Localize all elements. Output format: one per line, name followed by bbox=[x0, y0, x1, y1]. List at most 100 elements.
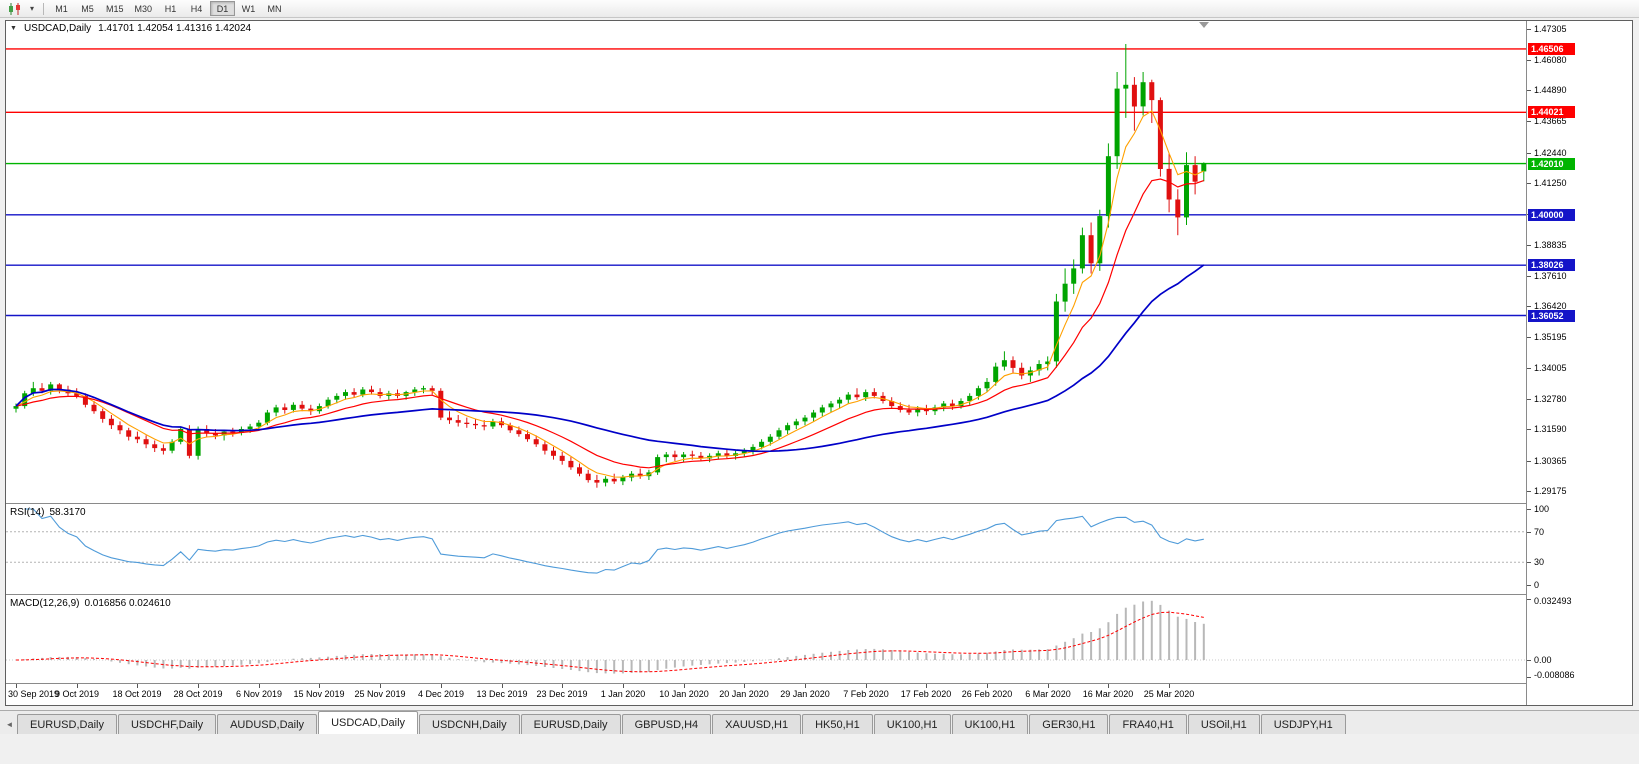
tick-mark bbox=[1527, 245, 1531, 246]
time-label: 30 Sep 2019 bbox=[8, 689, 60, 699]
time-label: 29 Jan 2020 bbox=[780, 689, 830, 699]
chart-tab-fra40-h1[interactable]: FRA40,H1 bbox=[1109, 714, 1187, 734]
chart-tab-usdcad-daily[interactable]: USDCAD,Daily bbox=[318, 711, 419, 734]
time-label: 15 Nov 2019 bbox=[293, 689, 345, 699]
timeframe-button-d1[interactable]: D1 bbox=[210, 1, 236, 16]
time-label: 20 Jan 2020 bbox=[719, 689, 769, 699]
ma-mid-line bbox=[15, 178, 1204, 469]
scale-label: 1.34005 bbox=[1534, 363, 1567, 373]
chart-tab-usoil-h1[interactable]: USOil,H1 bbox=[1187, 714, 1260, 734]
macd-values: 0.016856 0.024610 bbox=[84, 598, 171, 609]
scale-label: 1.35195 bbox=[1534, 332, 1567, 342]
time-tick bbox=[77, 684, 78, 688]
time-label: 17 Feb 2020 bbox=[900, 689, 952, 699]
collapse-icon[interactable]: ▼ bbox=[10, 25, 17, 32]
chart-tab-xauusd-h1[interactable]: XAUUSD,H1 bbox=[712, 714, 802, 734]
scale-label: 1.42440 bbox=[1534, 148, 1567, 158]
chart-tab-hk50-h1[interactable]: HK50,H1 bbox=[802, 714, 873, 734]
ma-fast-line bbox=[15, 110, 1205, 478]
scale-label: 1.46080 bbox=[1534, 55, 1567, 65]
rsi-label: RSI(14) 58.3170 bbox=[10, 507, 91, 518]
tab-scroll-left[interactable]: ◄ bbox=[2, 715, 17, 734]
tick-mark bbox=[1527, 429, 1531, 430]
time-label: 9 Oct 2019 bbox=[54, 689, 100, 699]
tick-mark bbox=[1527, 461, 1531, 462]
scale-label: 1.36420 bbox=[1534, 301, 1567, 311]
time-tick bbox=[198, 684, 199, 688]
price-chart-pane[interactable] bbox=[6, 21, 1526, 503]
timeframe-button-h1[interactable]: H1 bbox=[164, 3, 177, 14]
chevron-down-icon: ▾ bbox=[30, 3, 35, 13]
time-tick bbox=[684, 684, 685, 688]
chart-tab-ger30-h1[interactable]: GER30,H1 bbox=[1029, 714, 1109, 734]
horizontal-levels bbox=[6, 48, 1526, 317]
chart-tab-usdchf-daily[interactable]: USDCHF,Daily bbox=[117, 714, 217, 734]
rsi-indicator-pane[interactable] bbox=[6, 504, 1526, 594]
macd-name: MACD(12,26,9) bbox=[10, 598, 80, 609]
chart-tabbar: ◄ EURUSD,Daily USDCHF,Daily AUDUSD,Daily US… bbox=[0, 710, 1639, 734]
chart-shift-marker bbox=[1199, 22, 1209, 28]
toolbar-separator bbox=[43, 2, 45, 15]
timeframe-button-m5[interactable]: M5 bbox=[81, 3, 94, 14]
time-tick bbox=[623, 684, 624, 688]
timeframe-button-mn[interactable]: MN bbox=[267, 3, 282, 14]
chart-tab-eurusd-daily[interactable]: EURUSD,Daily bbox=[520, 714, 621, 734]
timeframe-button-m15[interactable]: M15 bbox=[106, 3, 124, 14]
tick-mark bbox=[1527, 276, 1531, 277]
time-label: 7 Feb 2020 bbox=[843, 689, 889, 699]
tick-mark bbox=[1527, 368, 1531, 369]
pane-divider[interactable] bbox=[6, 503, 1632, 504]
time-tick bbox=[744, 684, 745, 688]
chart-tab-uk100-h1[interactable]: UK100,H1 bbox=[873, 714, 951, 734]
scale-label: 30 bbox=[1534, 557, 1545, 567]
left-arrow-icon: ◄ bbox=[5, 720, 14, 729]
time-tick bbox=[1169, 684, 1170, 688]
price-scale[interactable]: 1.47305 1.46080 1.44890 1.43665 1.42440 1.412… bbox=[1526, 21, 1632, 705]
tick-mark bbox=[1527, 183, 1531, 184]
timeframe-button-m1[interactable]: M1 bbox=[55, 3, 68, 14]
timeframe-group: M1 M5 M15 M30 H1 H4 D1 W1 MN bbox=[49, 1, 288, 16]
scale-label: 1.47305 bbox=[1534, 24, 1567, 34]
chart-tab-usdjpy-h1[interactable]: USDJPY,H1 bbox=[1260, 714, 1346, 734]
scale-label: 0 bbox=[1534, 580, 1540, 590]
chart-window: ▼ USDCAD,Daily 1.41701 1.42054 1.41316 1… bbox=[5, 20, 1633, 706]
time-label: 18 Oct 2019 bbox=[112, 689, 162, 699]
chart-type-button[interactable] bbox=[3, 1, 26, 17]
chart-type-dropdown[interactable]: ▾ bbox=[26, 1, 38, 17]
time-label: 25 Nov 2019 bbox=[354, 689, 406, 699]
price-tag-1.46506: 1.46506 bbox=[1528, 43, 1575, 55]
rsi-line bbox=[24, 508, 1204, 574]
timeframe-button-m30[interactable]: M30 bbox=[134, 3, 153, 14]
rsi-name: RSI(14) bbox=[10, 507, 45, 518]
time-tick bbox=[805, 684, 806, 688]
price-tag-1.36052: 1.36052 bbox=[1528, 310, 1575, 322]
chart-tab-eurusd-daily[interactable]: EURUSD,Daily bbox=[17, 714, 117, 734]
time-tick bbox=[441, 684, 442, 688]
tick-mark bbox=[1527, 509, 1531, 510]
time-label: 23 Dec 2019 bbox=[536, 689, 588, 699]
pane-divider[interactable] bbox=[6, 594, 1632, 595]
timeframe-button-h4[interactable]: H4 bbox=[190, 3, 203, 14]
scale-label: 1.30365 bbox=[1534, 456, 1567, 466]
chart-tab-uk100-h1[interactable]: UK100,H1 bbox=[951, 714, 1029, 734]
chart-tab-audusd-daily[interactable]: AUDUSD,Daily bbox=[217, 714, 318, 734]
time-tick bbox=[137, 684, 138, 688]
price-tag-1.38026: 1.38026 bbox=[1528, 259, 1575, 271]
tick-mark bbox=[1527, 677, 1531, 678]
ma-slow-line bbox=[15, 264, 1205, 453]
scale-label: 1.29175 bbox=[1534, 486, 1567, 496]
scale-label: 0.00 bbox=[1534, 655, 1552, 665]
time-tick bbox=[562, 684, 563, 688]
price-tag-1.40000: 1.40000 bbox=[1528, 209, 1575, 221]
timeframe-button-w1[interactable]: W1 bbox=[241, 3, 256, 14]
chart-tab-gbpusd-h4[interactable]: GBPUSD,H4 bbox=[621, 714, 712, 734]
time-axis[interactable]: 30 Sep 2019 9 Oct 2019 18 Oct 2019 28 Oct 2… bbox=[6, 684, 1526, 705]
time-label: 1 Jan 2020 bbox=[600, 689, 646, 699]
time-tick bbox=[319, 684, 320, 688]
scale-label: 1.32780 bbox=[1534, 394, 1567, 404]
macd-indicator-pane[interactable] bbox=[6, 595, 1526, 683]
chart-tab-usdcnh-daily[interactable]: USDCNH,Daily bbox=[419, 714, 520, 734]
tick-mark bbox=[1527, 337, 1531, 338]
top-toolbar: ▾ M1 M5 M15 M30 H1 H4 D1 W1 MN bbox=[0, 0, 1639, 18]
pane-divider[interactable] bbox=[6, 683, 1632, 684]
